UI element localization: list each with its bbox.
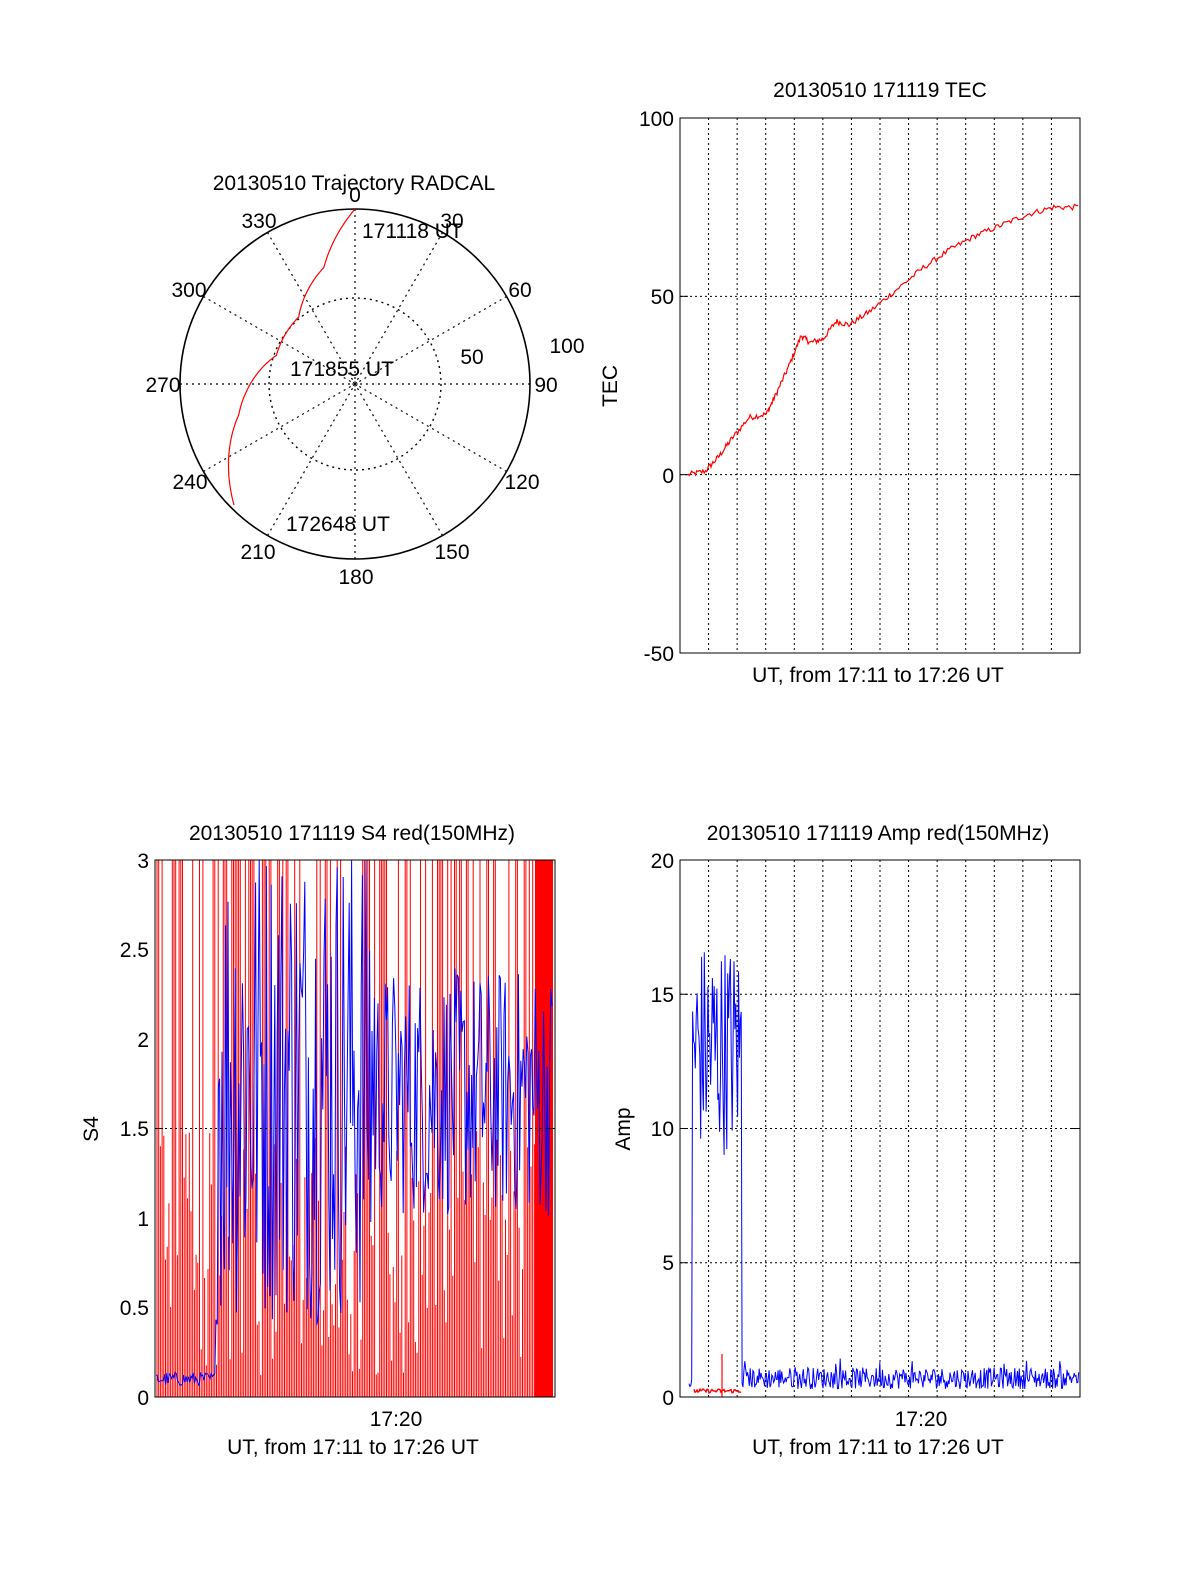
amp-ylabel: Amp (612, 1107, 635, 1150)
s4-ytick-0-5: 0.5 (120, 1297, 149, 1320)
amp-ytick-20: 20 (651, 850, 674, 873)
polar-azimuth-label-240: 240 (172, 471, 207, 494)
polar-trajectory-line (227, 208, 356, 506)
polar-end-label: 172648 UT (286, 513, 390, 536)
s4-ytick-1: 1 (137, 1208, 149, 1231)
amp-xlabel: UT, from 17:11 to 17:26 UT (752, 1436, 1004, 1459)
amp-ytick-10: 10 (651, 1118, 674, 1141)
polar-title: 20130510 Trajectory RADCAL (213, 172, 496, 195)
tec-ytick-100: 100 (639, 108, 674, 131)
polar-radial-label-50: 50 (460, 346, 483, 369)
amp-panel: 20130510 171119 Amp red(150MHz) 20 15 10… (612, 822, 1081, 1459)
s4-xlabel: UT, from 17:11 to 17:26 UT (227, 1436, 479, 1459)
polar-azimuth-label-120: 120 (504, 471, 539, 494)
amp-series-red (693, 1387, 742, 1394)
s4-title: 20130510 171119 S4 red(150MHz) (189, 822, 515, 845)
polar-azimuth-label-330: 330 (241, 210, 276, 233)
polar-azimuth-label-150: 150 (434, 541, 469, 564)
tec-ytick-50: 50 (651, 286, 674, 309)
tec-series-line (687, 203, 1079, 477)
tec-ytick-minus-50: -50 (644, 643, 674, 666)
amp-xtick-1720: 17:20 (895, 1408, 948, 1431)
polar-azimuth-label-90: 90 (534, 374, 557, 397)
tec-ytick-0: 0 (662, 465, 674, 488)
polar-radial-label-100: 100 (549, 335, 584, 358)
s4-panel: 20130510 171119 S4 red(150MHz) 3 2.5 2 1… (80, 822, 556, 1459)
tec-title: 20130510 171119 TEC (773, 79, 987, 102)
polar-grid (180, 209, 530, 559)
s4-frame (154, 859, 556, 1398)
tec-grid (680, 118, 1080, 653)
s4-ytick-1-5: 1.5 (120, 1118, 149, 1141)
polar-start-label: 171118 UT (362, 220, 463, 243)
s4-ytick-3: 3 (137, 850, 149, 873)
amp-grid (680, 860, 1080, 1397)
s4-series-red-solid (535, 860, 553, 1397)
polar-azimuth-label-0: 0 (349, 184, 361, 207)
polar-azimuth-label-270: 270 (145, 374, 180, 397)
polar-panel: 20130510 Trajectory RADCAL 0 30 60 90 120 150… (145, 172, 584, 589)
tec-frame (679, 117, 1081, 654)
s4-ytick-0: 0 (137, 1387, 149, 1410)
s4-ytick-2-5: 2.5 (120, 939, 149, 962)
amp-ytick-0: 0 (662, 1387, 674, 1410)
s4-ytick-2: 2 (137, 1029, 149, 1052)
s4-series-blue (155, 859, 553, 1387)
polar-center (352, 381, 358, 387)
tec-xlabel: UT, from 17:11 to 17:26 UT (752, 664, 1004, 687)
polar-azimuth-label-60: 60 (508, 279, 531, 302)
polar-azimuth-labels: 0 30 60 90 120 150 180 210 240 270 300 330 (145, 184, 557, 589)
polar-azimuth-label-300: 300 (171, 279, 206, 302)
tec-ylabel: TEC (599, 365, 622, 407)
amp-ytick-15: 15 (651, 984, 674, 1007)
s4-xtick-1720: 17:20 (370, 1408, 423, 1431)
s4-ylabel: S4 (80, 1116, 103, 1142)
polar-azimuth-label-210: 210 (240, 541, 275, 564)
polar-spoke-150 (266, 232, 444, 536)
amp-ytick-5: 5 (662, 1252, 674, 1275)
polar-ring-45 (268, 297, 442, 471)
amp-series-blue (688, 952, 1080, 1390)
polar-mid-label: 171855 UT (290, 358, 394, 381)
polar-azimuth-label-180: 180 (338, 566, 373, 589)
tec-panel: 20130510 171119 TEC 100 50 0 -50 TEC UT,… (599, 79, 1081, 687)
amp-title: 20130510 171119 Amp red(150MHz) (707, 822, 1049, 845)
amp-data (688, 952, 1080, 1397)
polar-azimuth-label-30: 30 (440, 210, 463, 233)
amp-frame (679, 859, 1081, 1398)
